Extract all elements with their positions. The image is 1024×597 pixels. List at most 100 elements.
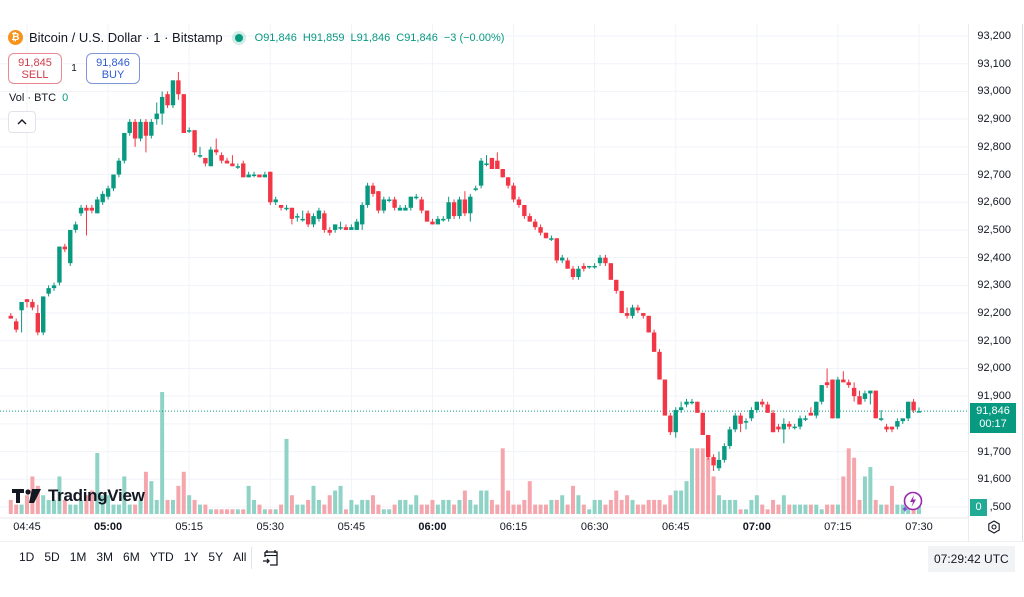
candle [668, 412, 673, 435]
range-button-1m[interactable]: 1M [69, 550, 87, 564]
volume-bar [349, 499, 354, 514]
volume-bar [754, 495, 759, 514]
range-button-5d[interactable]: 5D [44, 550, 60, 564]
candle [678, 401, 684, 413]
candle [289, 207, 295, 225]
current-price-label: 91,846 00:17 [970, 403, 1016, 433]
range-button-1y[interactable]: 1Y [183, 550, 199, 564]
time-tick: 06:30 [580, 521, 609, 533]
candle [846, 379, 851, 388]
candle [354, 218, 359, 230]
volume-bar [403, 499, 408, 514]
price-axis[interactable]: 93,200 93,100 93,000 92,900 92,800 92,700 92,6… [968, 24, 1024, 524]
time-tick: 07:30 [905, 521, 933, 533]
buy-button[interactable]: 91,846 BUY [86, 53, 140, 84]
range-button-all[interactable]: All [233, 550, 247, 564]
candle [754, 401, 760, 413]
volume-bar [387, 509, 392, 514]
volume-bar [203, 504, 208, 514]
volume-bar [89, 490, 94, 514]
range-button-1d[interactable]: 1D [19, 550, 35, 564]
volume-bar [143, 471, 148, 514]
volume-bar [25, 495, 29, 514]
volume-bar [716, 495, 721, 514]
replay-lightning-icon[interactable] [901, 491, 923, 513]
candle [592, 263, 597, 269]
volume-bar [235, 509, 240, 514]
range-button-3m[interactable]: 3M [96, 550, 114, 564]
candle [446, 196, 451, 222]
volume-bar [695, 448, 700, 514]
time-axis[interactable]: 04:45 05:00 05:15 05:30 05:45 06:00 06:15 06:30… [0, 518, 968, 540]
volume-bar [500, 448, 505, 514]
collapse-legend-button[interactable] [8, 111, 36, 133]
candle [262, 171, 268, 178]
candle [792, 423, 797, 430]
volume-bar [744, 509, 749, 514]
candle [95, 196, 100, 214]
candle [84, 205, 89, 236]
candle [484, 155, 489, 167]
volume-bar [181, 471, 186, 514]
volume-bar [662, 504, 667, 514]
volume-bar [246, 485, 251, 514]
ohlc-close: C91,846 [396, 31, 438, 44]
candle [392, 196, 397, 211]
candlestick-plot[interactable] [0, 0, 968, 541]
candle [159, 91, 165, 125]
range-button-ytd[interactable]: YTD [149, 550, 174, 564]
candle [732, 412, 738, 433]
volume-bar [598, 499, 603, 514]
candle [878, 410, 884, 422]
calendar-goto-icon[interactable] [262, 547, 280, 567]
candle [743, 418, 749, 430]
candle [273, 196, 278, 206]
candle [614, 279, 619, 294]
candle [278, 205, 284, 211]
volume-bar [419, 504, 424, 514]
volume-bar [619, 499, 624, 514]
price-tick: 93,100 [977, 57, 1011, 70]
volume-bar [457, 499, 462, 514]
volume-bar [252, 499, 257, 514]
candle [657, 349, 662, 380]
date-range-buttons: 1D 5D 1M 3M 6M YTD 1Y 5Y All [14, 550, 251, 564]
volume-bar [727, 499, 732, 514]
volume-bar [408, 504, 413, 514]
volume-bar [473, 504, 478, 514]
candle [662, 379, 668, 416]
current-price: 91,846 [976, 405, 1010, 417]
volume-bar [41, 495, 46, 514]
volume-bar [398, 499, 403, 514]
ohlc-high: H91,859 [302, 31, 345, 44]
axis-settings-icon[interactable] [987, 520, 1001, 534]
range-button-5y[interactable]: 5Y [208, 550, 224, 564]
volume-bar [268, 509, 273, 514]
candle [327, 227, 332, 236]
volume-bar [95, 453, 100, 514]
candle [305, 210, 311, 228]
sell-button[interactable]: 91,845 SELL [8, 53, 62, 84]
candle [457, 196, 462, 219]
time-tick: 07:15 [824, 521, 852, 533]
candle [332, 224, 338, 233]
price-tick: 92,100 [977, 334, 1011, 347]
volume-legend[interactable]: Vol · BTC 0 [9, 92, 68, 104]
volume-bar [14, 504, 19, 514]
volume-bar [392, 504, 397, 514]
candle [192, 130, 197, 156]
candle [51, 282, 57, 291]
utc-clock[interactable]: 07:29:42 UTC [928, 546, 1015, 572]
range-button-6m[interactable]: 6M [123, 550, 140, 564]
trade-panel: 91,845 SELL 1 91,846 BUY [8, 53, 140, 84]
candle [624, 307, 630, 319]
candle [241, 160, 246, 178]
volume-bar [771, 499, 776, 514]
volume-bar [733, 499, 738, 514]
tradingview-logo[interactable]: TradingView [12, 486, 145, 506]
volume-bar [230, 509, 235, 514]
price-tick: 91,600 [977, 473, 1011, 486]
candle [489, 157, 495, 169]
symbol-title[interactable]: Bitcoin / U.S. Dollar · 1 · Bitstamp [29, 30, 223, 45]
candle [100, 191, 105, 206]
